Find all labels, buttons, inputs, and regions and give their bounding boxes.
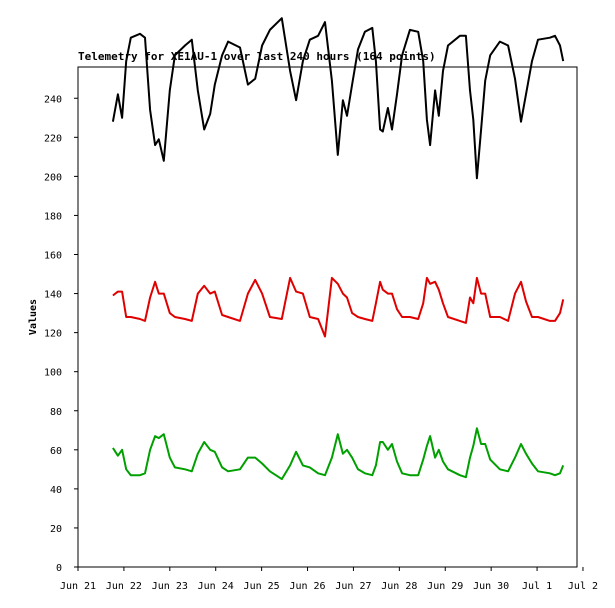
x-tick-label: Jun 24 bbox=[198, 581, 234, 592]
x-tick-label: Jun 21 bbox=[60, 581, 96, 592]
data-line bbox=[112, 427, 565, 481]
y-tick-label: 200 bbox=[44, 172, 62, 183]
y-tick-label: 20 bbox=[50, 524, 62, 535]
y-tick-label: 120 bbox=[44, 329, 62, 340]
x-tick-label: Jun 22 bbox=[106, 581, 142, 592]
y-tick-label: 80 bbox=[50, 407, 62, 418]
x-tick-label: Jun 28 bbox=[381, 581, 417, 592]
data-line bbox=[111, 17, 565, 180]
x-tick-label: Jun 23 bbox=[152, 581, 188, 592]
y-tick-label: 140 bbox=[44, 290, 62, 301]
y-tick-label: 60 bbox=[50, 446, 62, 457]
x-tick-label: Jun 25 bbox=[244, 581, 280, 592]
x-tick-label: Jul 2 bbox=[568, 581, 598, 592]
y-tick-label: 240 bbox=[44, 94, 62, 105]
y-tick-label: 180 bbox=[44, 211, 62, 222]
x-tick-label: Jun 29 bbox=[427, 581, 463, 592]
y-tick-label: 100 bbox=[44, 368, 62, 379]
chart-title: Telemetry for XE1AU-1 over last 240 hour… bbox=[78, 50, 436, 63]
y-tick-label: 40 bbox=[50, 485, 62, 496]
y-tick-label: 160 bbox=[44, 251, 62, 262]
data-line bbox=[112, 276, 565, 338]
y-tick-label: 220 bbox=[44, 133, 62, 144]
x-tick-label: Jun 30 bbox=[473, 581, 509, 592]
plot-frame bbox=[77, 66, 578, 568]
x-tick-label: Jul 1 bbox=[522, 581, 552, 592]
x-tick-label: Jun 26 bbox=[289, 581, 325, 592]
x-tick-label: Jun 27 bbox=[335, 581, 371, 592]
y-axis-label: Values bbox=[28, 299, 39, 335]
y-tick-label: 0 bbox=[56, 563, 62, 574]
